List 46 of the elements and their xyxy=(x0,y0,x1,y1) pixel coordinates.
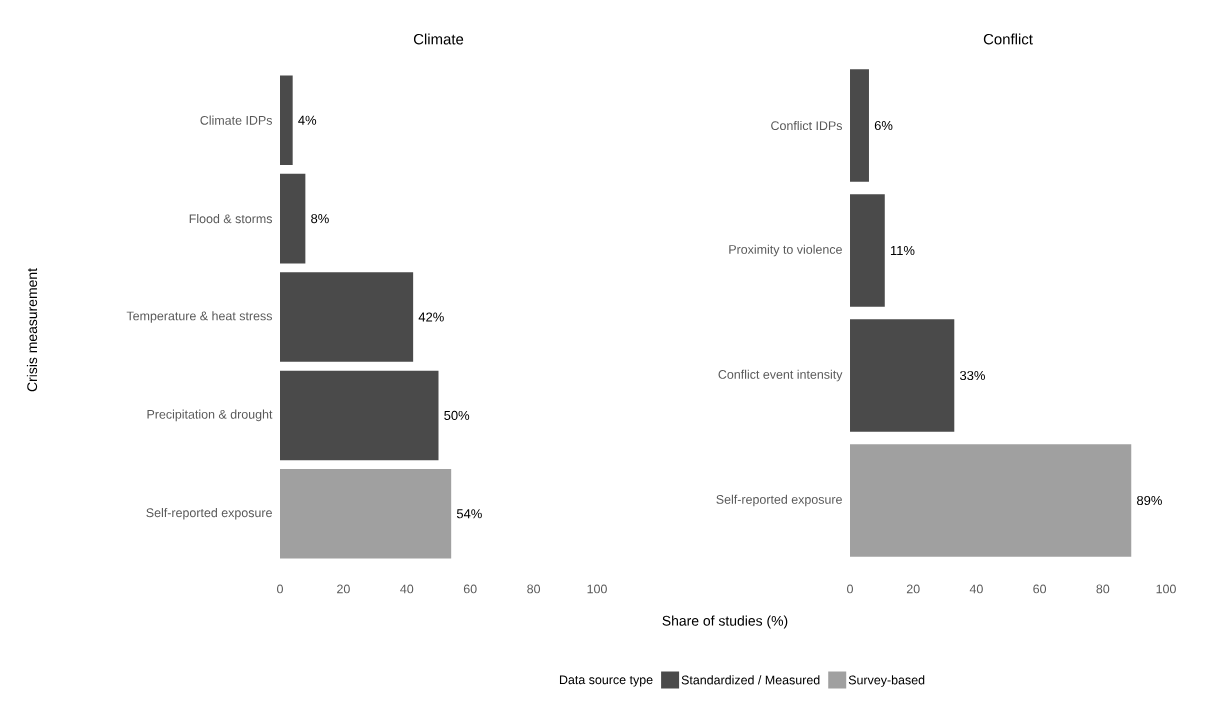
x-tick-label: 20 xyxy=(337,584,350,594)
x-tick-label: 0 xyxy=(277,584,283,594)
bar xyxy=(280,173,306,264)
chart-title: Climate xyxy=(413,33,464,45)
x-tick-label: 40 xyxy=(400,584,414,594)
bar xyxy=(850,444,1132,557)
y-axis-title: Crisis measurement xyxy=(26,268,38,392)
bar xyxy=(850,319,955,432)
y-tick-label: Climate IDPs xyxy=(200,115,273,125)
y-tick-label: Flood & storms xyxy=(189,214,273,224)
y-tick-label: Precipitation & drought xyxy=(147,409,273,422)
data-label: 11% xyxy=(890,245,915,256)
y-tick-label: Conflict IDPs xyxy=(771,120,843,131)
bar xyxy=(280,272,414,362)
data-label: 33% xyxy=(959,370,985,381)
data-label: 8% xyxy=(311,214,329,224)
legend-title: Data source type xyxy=(559,675,653,687)
bar xyxy=(850,69,869,182)
x-tick-label: 80 xyxy=(527,584,541,594)
x-tick-label: 60 xyxy=(1033,584,1047,594)
chart-title: Conflict xyxy=(983,33,1033,45)
legend-label: Standardized / Measured xyxy=(681,675,820,685)
x-tick-label: 40 xyxy=(969,584,983,594)
data-label: 50% xyxy=(444,410,470,420)
data-label: 42% xyxy=(418,312,444,322)
x-tick-label: 80 xyxy=(1096,584,1110,594)
data-label: 89% xyxy=(1137,495,1162,506)
y-tick-label: Temperature & heat stress xyxy=(126,311,273,323)
x-tick-label: 60 xyxy=(463,584,477,594)
x-tick-label: 100 xyxy=(587,584,607,594)
bar xyxy=(850,194,885,307)
x-tick-label: 100 xyxy=(1156,584,1176,594)
bar xyxy=(280,370,439,461)
data-label: 4% xyxy=(298,115,317,125)
x-tick-label: 0 xyxy=(847,584,853,594)
data-label: 6% xyxy=(874,120,893,131)
bar xyxy=(280,75,293,165)
x-axis-title: Share of studies (%) xyxy=(662,615,788,629)
bar xyxy=(280,469,452,559)
y-tick-label: Self-reported exposure xyxy=(716,494,842,507)
y-tick-label: Proximity to violence xyxy=(729,244,842,257)
x-tick-label: 20 xyxy=(906,584,920,594)
data-label: 54% xyxy=(456,509,482,519)
legend-label: Survey-based xyxy=(848,675,925,687)
y-tick-label: Self-reported exposure xyxy=(146,507,272,520)
y-tick-label: Conflict event intensity xyxy=(718,369,843,382)
